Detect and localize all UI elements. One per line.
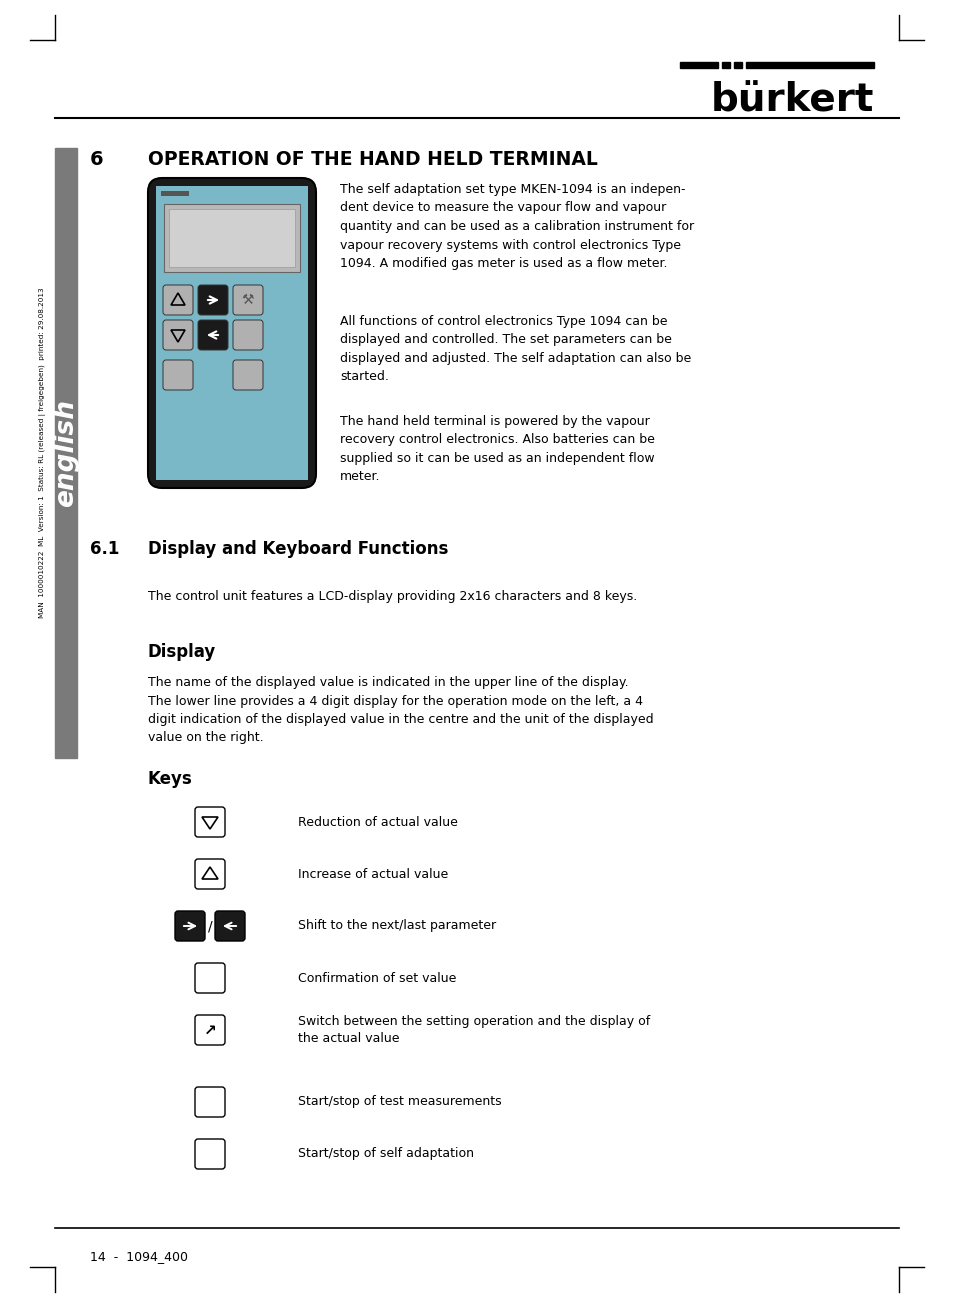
- FancyBboxPatch shape: [214, 911, 245, 941]
- FancyBboxPatch shape: [194, 963, 225, 993]
- Text: Shift to the next/last parameter: Shift to the next/last parameter: [297, 920, 496, 932]
- Text: The self adaptation set type MKEN-1094 is an indepen-
dent device to measure the: The self adaptation set type MKEN-1094 i…: [339, 183, 694, 271]
- Text: Reduction of actual value: Reduction of actual value: [297, 816, 457, 829]
- Text: Confirmation of set value: Confirmation of set value: [297, 971, 456, 984]
- Text: 6.1: 6.1: [90, 540, 119, 558]
- Bar: [733, 61, 741, 68]
- Bar: [679, 61, 718, 68]
- Text: The control unit features a LCD-display providing 2x16 characters and 8 keys.: The control unit features a LCD-display …: [148, 589, 637, 603]
- Text: OPERATION OF THE HAND HELD TERMINAL: OPERATION OF THE HAND HELD TERMINAL: [148, 150, 598, 169]
- Bar: [161, 191, 189, 196]
- FancyBboxPatch shape: [163, 285, 193, 315]
- FancyBboxPatch shape: [233, 285, 263, 315]
- Text: Display and Keyboard Functions: Display and Keyboard Functions: [148, 540, 448, 558]
- Text: ↗: ↗: [203, 1022, 216, 1038]
- Text: bürkert: bürkert: [710, 81, 873, 119]
- FancyBboxPatch shape: [233, 320, 263, 350]
- FancyBboxPatch shape: [174, 911, 205, 941]
- Text: Keys: Keys: [148, 770, 193, 788]
- Text: The name of the displayed value is indicated in the upper line of the display.
T: The name of the displayed value is indic…: [148, 676, 653, 745]
- FancyBboxPatch shape: [194, 1016, 225, 1046]
- Bar: [164, 204, 299, 272]
- Bar: [745, 61, 873, 68]
- FancyBboxPatch shape: [194, 806, 225, 836]
- FancyBboxPatch shape: [148, 178, 315, 488]
- Text: Switch between the setting operation and the display of
the actual value: Switch between the setting operation and…: [297, 1016, 650, 1046]
- Text: english: english: [53, 399, 79, 507]
- Text: MAN  1000010222  ML  Version: 1  Status: RL (released | freigegeben)  printed: 2: MAN 1000010222 ML Version: 1 Status: RL …: [39, 288, 47, 618]
- Text: 14  -  1094_400: 14 - 1094_400: [90, 1249, 188, 1263]
- Bar: [156, 186, 308, 480]
- Bar: [55, 148, 77, 758]
- Text: ⚒: ⚒: [241, 293, 254, 307]
- Bar: [169, 209, 294, 267]
- FancyBboxPatch shape: [163, 320, 193, 350]
- Bar: [721, 61, 729, 68]
- FancyBboxPatch shape: [194, 1087, 225, 1117]
- Text: The hand held terminal is powered by the vapour
recovery control electronics. Al: The hand held terminal is powered by the…: [339, 416, 654, 484]
- FancyBboxPatch shape: [233, 359, 263, 389]
- FancyBboxPatch shape: [163, 359, 193, 389]
- Text: /: /: [208, 919, 213, 933]
- Text: Increase of actual value: Increase of actual value: [297, 868, 448, 881]
- Text: 6: 6: [90, 150, 104, 169]
- Text: Display: Display: [148, 643, 216, 661]
- FancyBboxPatch shape: [198, 320, 228, 350]
- FancyBboxPatch shape: [198, 285, 228, 315]
- FancyBboxPatch shape: [194, 1138, 225, 1168]
- Text: All functions of control electronics Type 1094 can be
displayed and controlled. : All functions of control electronics Typ…: [339, 315, 691, 383]
- FancyBboxPatch shape: [194, 859, 225, 889]
- Text: Start/stop of test measurements: Start/stop of test measurements: [297, 1095, 501, 1108]
- Text: Start/stop of self adaptation: Start/stop of self adaptation: [297, 1148, 474, 1161]
